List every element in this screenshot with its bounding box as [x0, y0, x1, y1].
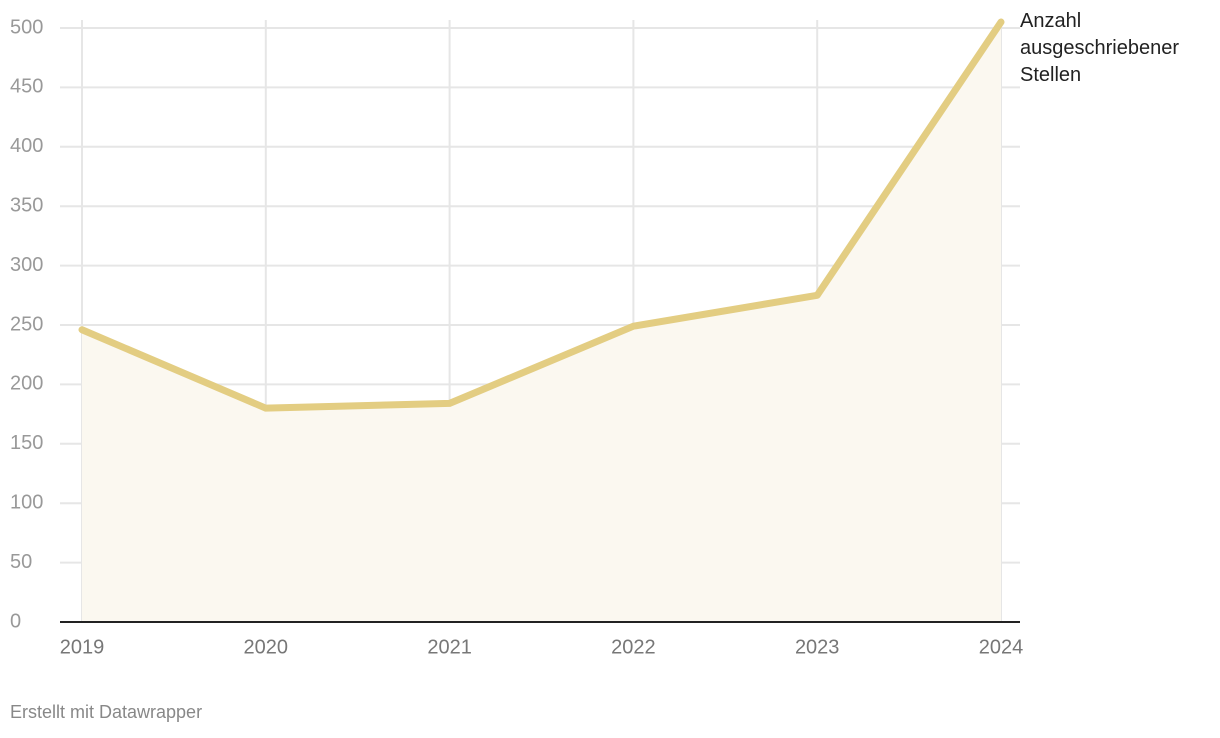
source: Erstellt mit Datawrapper: [10, 702, 203, 722]
line: [78, 18, 1005, 412]
y-tick-label: 150: [10, 432, 43, 454]
y-tick-label: 500: [10, 16, 43, 38]
y-tick-label: 0: [10, 610, 21, 632]
y-tick-label: 200: [10, 373, 43, 395]
x-tick-label: 2020: [244, 636, 289, 658]
y-tick-label: 250: [10, 313, 43, 335]
x-tick-label: 2023: [795, 636, 840, 658]
series-label: Anzahl ausgeschriebener Stellen: [1020, 10, 1179, 86]
x-tick-label: 2024: [979, 636, 1024, 658]
x-tick-label: 2019: [60, 636, 105, 658]
y-tick-label: 50: [10, 551, 32, 573]
y-tick-label: 350: [10, 194, 43, 216]
area: [82, 22, 1001, 623]
x-tick-label: 2022: [611, 636, 656, 658]
y-tick-label: 100: [10, 491, 43, 513]
y-tick-label: 400: [10, 135, 43, 157]
y-tick-label: 450: [10, 76, 43, 98]
x-tick-label: 2021: [427, 636, 472, 658]
y-tick-label: 300: [10, 254, 43, 276]
